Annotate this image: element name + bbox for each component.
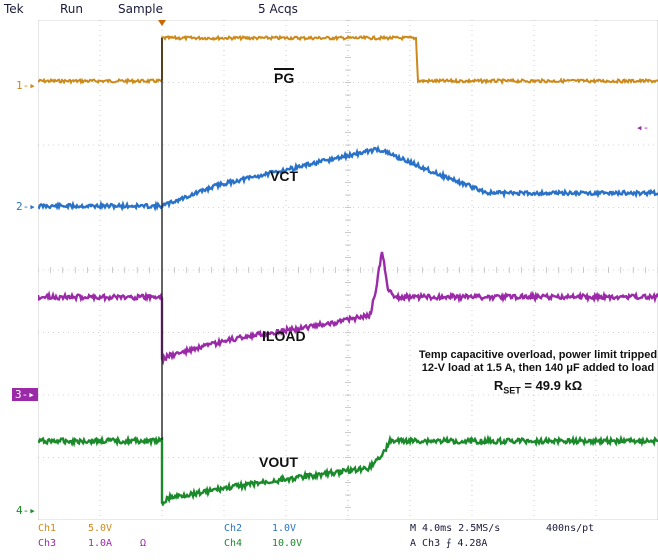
ch3-name: Ch3	[38, 538, 57, 549]
iload-waveform	[38, 251, 658, 366]
annotation-line2: 12-V load at 1.5 A, then 140 μF added to…	[421, 362, 655, 374]
ch4-marker[interactable]: 4-▸	[16, 504, 36, 517]
trigger-level-icon[interactable]: ◂-	[636, 121, 650, 134]
scope-display: PG VCT ILOAD VOUT Temp capacitive overlo…	[38, 20, 658, 520]
pg-waveform	[38, 34, 658, 86]
run-state: Run	[60, 2, 84, 16]
status-bar: Ch1 5.0V Ch3 1.0A Ω Ch2 1.0V Ch4 10.0V M…	[0, 520, 658, 560]
ch2-marker[interactable]: 2-▸	[16, 200, 36, 213]
vct-label: VCT	[270, 168, 298, 184]
rset-value: RSET = 49.9 kΩ	[493, 378, 583, 396]
vct-waveform	[38, 144, 658, 212]
ch3-unit-icon: Ω	[140, 538, 147, 549]
ch2-name: Ch2	[224, 523, 243, 534]
ch4-name: Ch4	[224, 538, 243, 549]
ch3-scale: 1.0A	[88, 538, 113, 549]
annotation-box: Temp capacitive overload, power limit tr…	[388, 349, 658, 398]
ch1-marker[interactable]: 1-▸	[16, 79, 36, 92]
ch1-name: Ch1	[38, 523, 57, 534]
waveform-plot	[38, 20, 658, 520]
sample-interval: 400ns/pt	[546, 523, 595, 534]
acquisition-count: 5 Acqs	[258, 2, 298, 16]
ch3-marker[interactable]: 3-▸	[12, 388, 38, 401]
scope-header: Tek Run Sample 5 Acqs	[0, 0, 658, 20]
vout-label: VOUT	[259, 454, 298, 470]
timebase: M 4.0ms 2.5MS/s	[410, 523, 501, 534]
annotation-line1: Temp capacitive overload, power limit tr…	[418, 349, 658, 361]
ch4-scale: 10.0V	[272, 538, 303, 549]
trigger-position-icon	[158, 20, 166, 26]
ch2-scale: 1.0V	[272, 523, 297, 534]
brand-label: Tek	[4, 2, 24, 16]
ch1-scale: 5.0V	[88, 523, 113, 534]
iload-label: ILOAD	[262, 328, 306, 344]
vout-waveform	[38, 434, 658, 507]
pg-label: PG	[274, 68, 295, 86]
acquisition-mode: Sample	[118, 2, 163, 16]
trigger-setting: A Ch3 ⨍ 4.28A	[410, 538, 488, 549]
